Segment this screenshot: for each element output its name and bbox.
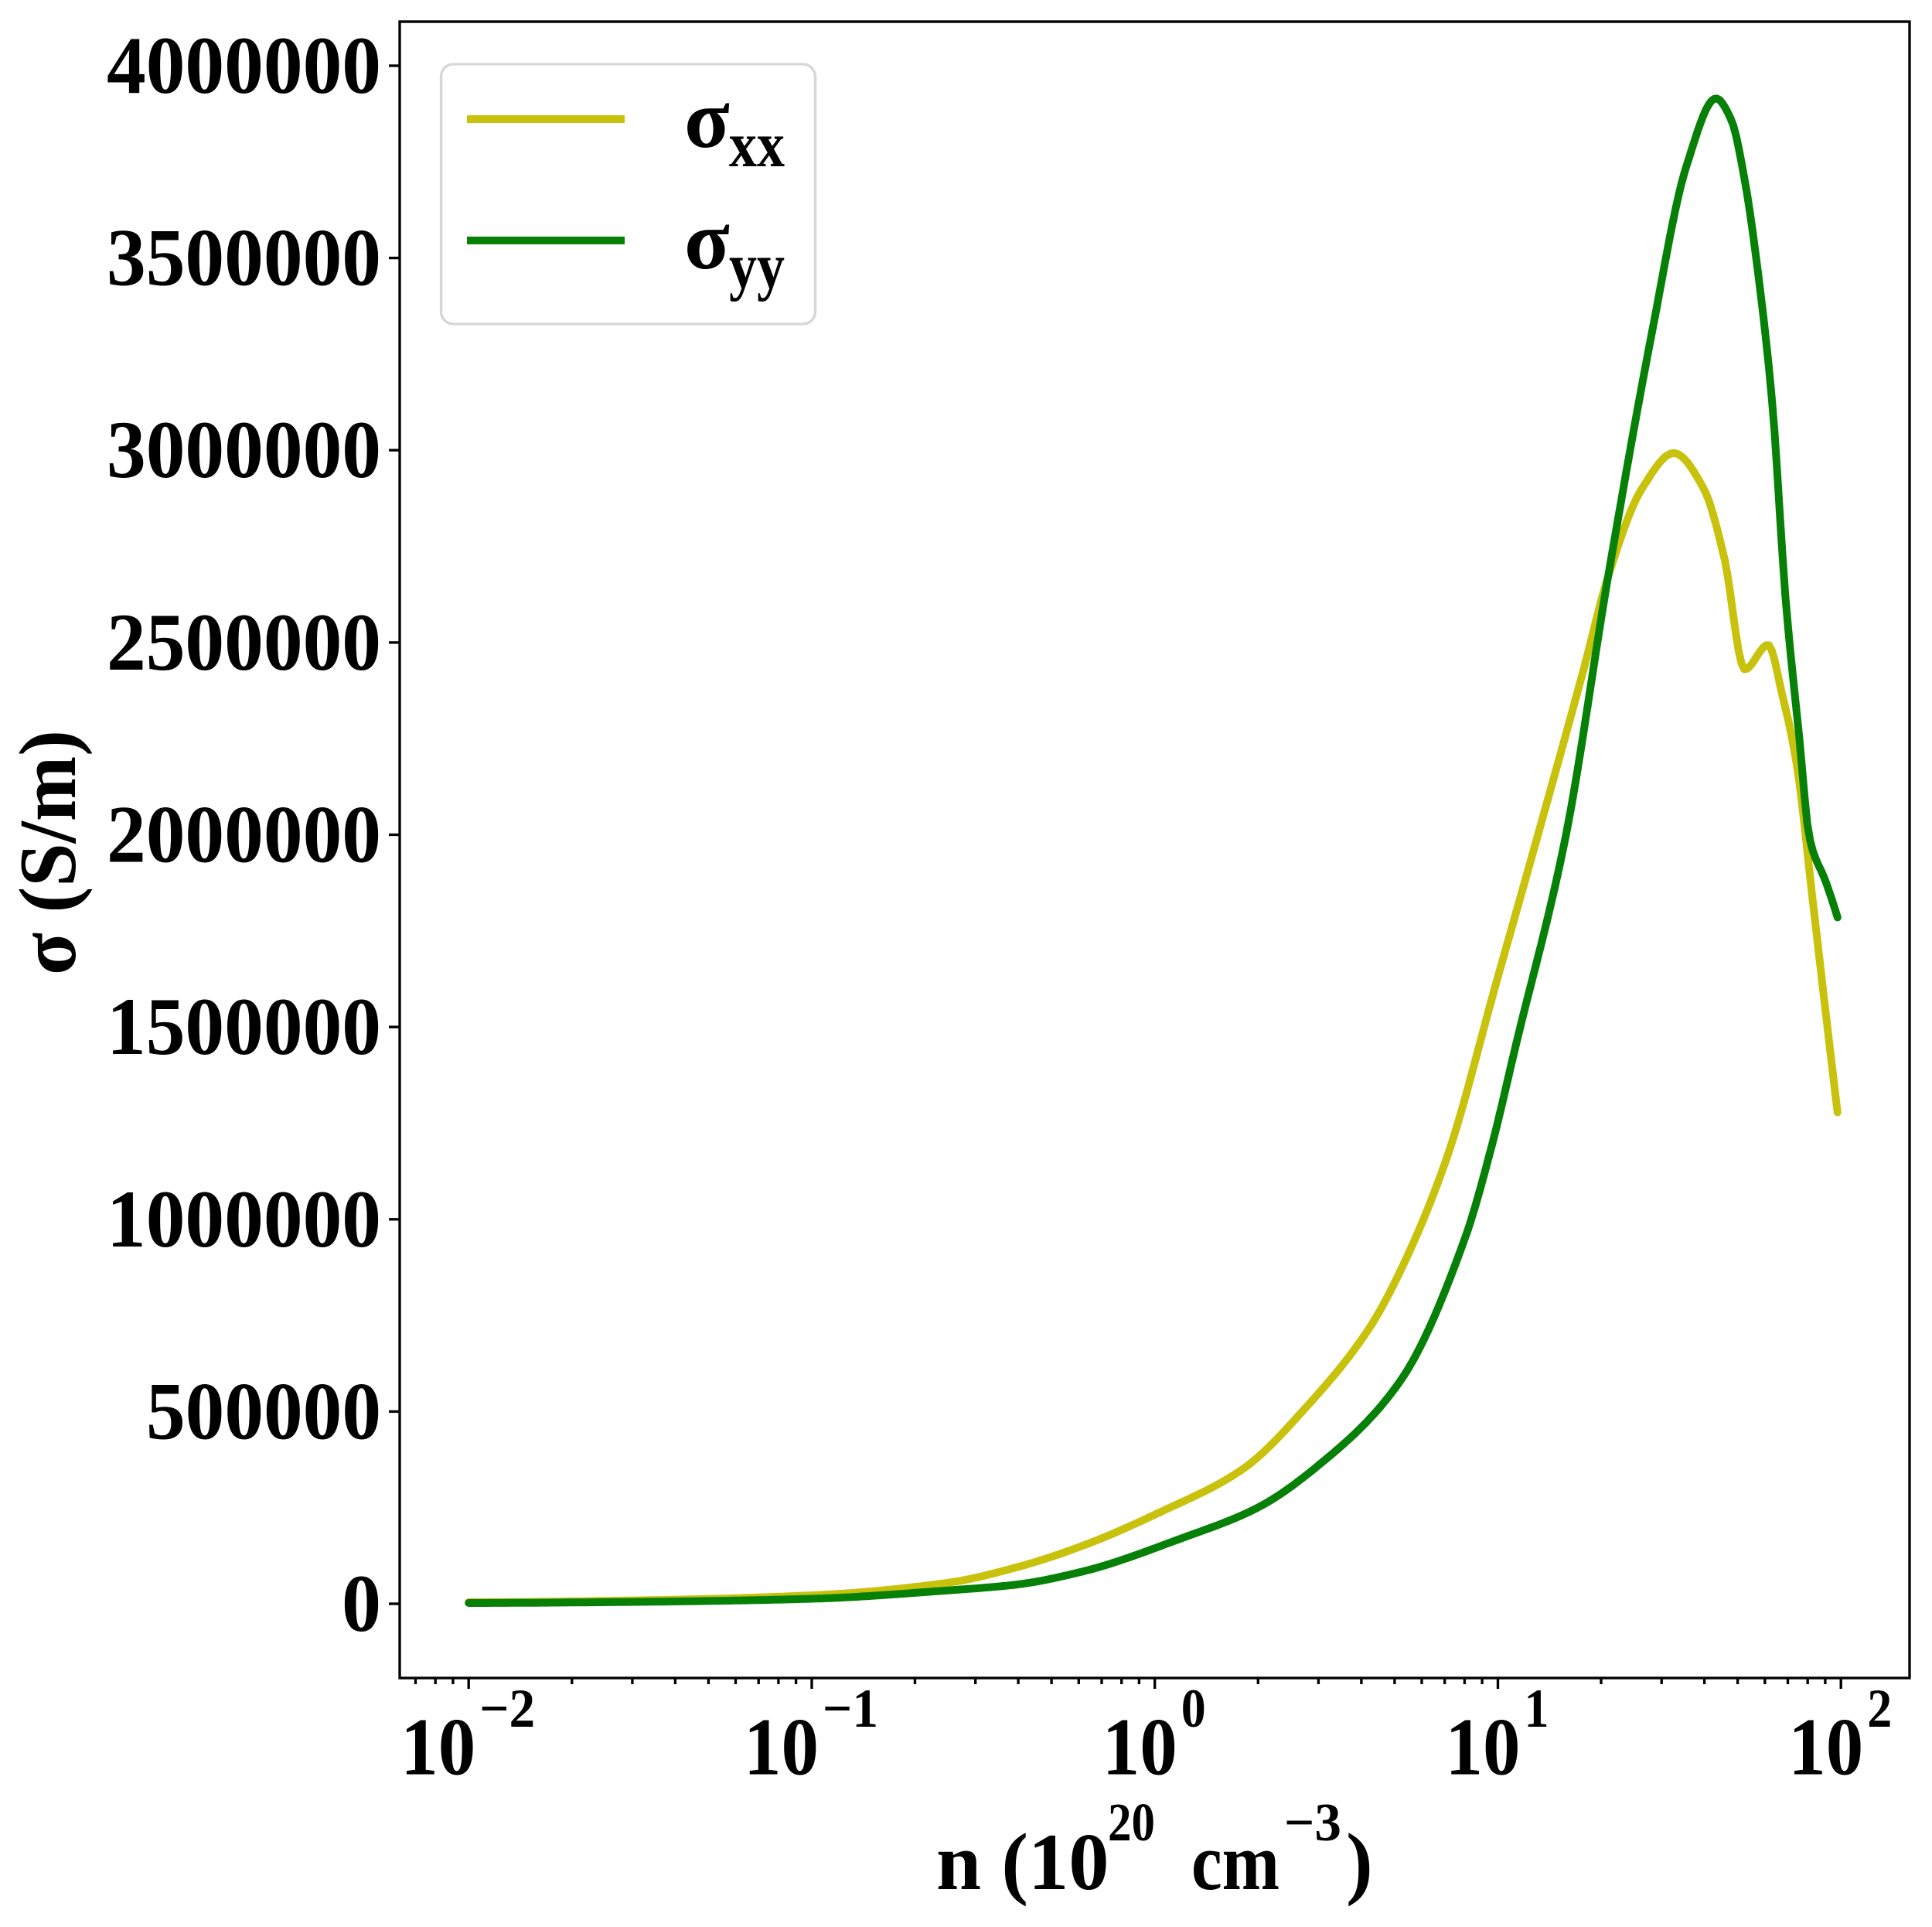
svg-text:0: 0 xyxy=(1181,1679,1206,1739)
svg-text:2: 2 xyxy=(1867,1679,1892,1739)
svg-text:500000: 500000 xyxy=(146,1366,381,1456)
svg-text:10: 10 xyxy=(1788,1702,1863,1792)
svg-text:σ (S/m): σ (S/m) xyxy=(3,730,93,975)
svg-text:3500000: 3500000 xyxy=(107,213,381,303)
svg-text:10: 10 xyxy=(744,1702,819,1792)
svg-text:−1: −1 xyxy=(823,1679,878,1739)
svg-text:yy: yy xyxy=(729,230,785,302)
svg-text:10: 10 xyxy=(1446,1702,1521,1792)
svg-text:cm: cm xyxy=(1191,1817,1279,1907)
svg-text:10: 10 xyxy=(1102,1702,1177,1792)
svg-text:xx: xx xyxy=(729,109,785,181)
svg-text:n (10: n (10 xyxy=(936,1817,1109,1907)
svg-text:−3: −3 xyxy=(1284,1793,1341,1853)
svg-text:4000000: 4000000 xyxy=(107,20,381,111)
svg-text:−2: −2 xyxy=(479,1679,535,1739)
svg-text:): ) xyxy=(1346,1817,1373,1907)
svg-text:20: 20 xyxy=(1108,1793,1155,1853)
svg-text:0: 0 xyxy=(342,1558,381,1649)
svg-text:2000000: 2000000 xyxy=(107,790,381,880)
svg-text:σ: σ xyxy=(684,195,730,287)
svg-text:3000000: 3000000 xyxy=(107,404,381,495)
svg-text:2500000: 2500000 xyxy=(107,597,381,687)
svg-text:1: 1 xyxy=(1525,1679,1549,1739)
svg-text:1500000: 1500000 xyxy=(107,981,381,1072)
svg-text:1000000: 1000000 xyxy=(107,1174,381,1264)
svg-text:σ: σ xyxy=(684,73,730,165)
svg-text:10: 10 xyxy=(400,1702,475,1792)
